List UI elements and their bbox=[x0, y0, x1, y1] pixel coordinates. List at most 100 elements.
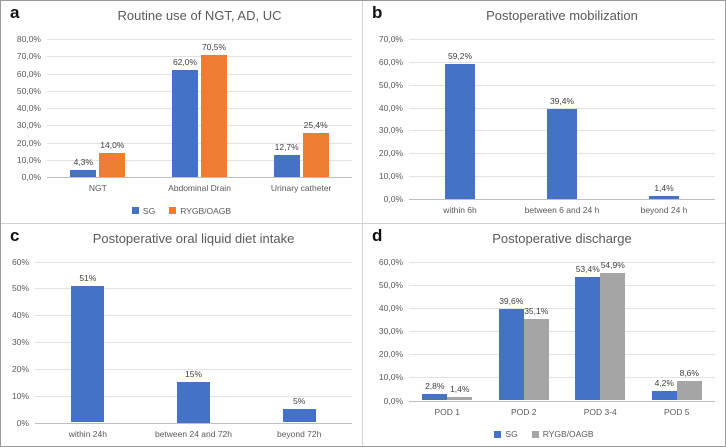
gridline bbox=[47, 39, 352, 40]
y-tick-label: 40,0% bbox=[16, 103, 41, 113]
legend-label: RYGB/OAGB bbox=[180, 205, 232, 216]
bar-value-label: 59,2% bbox=[447, 50, 473, 61]
bar-rygb-oagb-pod-2 bbox=[523, 319, 549, 401]
legend-swatch-sg bbox=[494, 430, 502, 438]
chart-title-c: Postoperative oral liquid diet intake bbox=[92, 230, 295, 246]
legend-label: SG bbox=[505, 429, 518, 439]
bar-value-label: 53,4% bbox=[575, 263, 600, 274]
y-tick-label: 50,0% bbox=[378, 279, 403, 290]
gridline bbox=[35, 342, 352, 343]
gridline bbox=[409, 107, 715, 109]
legend-label: RYGB/OAGB bbox=[542, 429, 594, 439]
bar-value-label: 4,3% bbox=[73, 156, 94, 167]
gridline bbox=[409, 261, 715, 263]
y-tick-label: 0% bbox=[16, 417, 29, 428]
legend-swatch-rygb-oagb bbox=[169, 207, 177, 214]
y-tick-label: 0,0% bbox=[21, 172, 41, 182]
bar-sg-within-6h bbox=[445, 63, 475, 199]
x-axis-line bbox=[47, 177, 352, 178]
x-axis-label-between-6-and-24-h: between 6 and 24 h bbox=[524, 205, 600, 215]
y-tick-label: 80,0% bbox=[16, 34, 41, 44]
x-axis-label-ngt: NGT bbox=[88, 183, 107, 193]
y-tick-label: 70,0% bbox=[16, 51, 41, 62]
legend-item-rygb-oagb: RYGB/OAGB bbox=[531, 429, 594, 439]
bar-rygb-oagb-urinary-catheter bbox=[302, 133, 329, 177]
y-tick-label: 40% bbox=[11, 310, 29, 321]
chart-legend-d: SG RYGB/OAGB bbox=[363, 428, 725, 440]
bar-rygb-oagb-pod-5 bbox=[676, 380, 702, 401]
chart-plot-b: 0,0% 10,0% 20,0% 30,0% 40,0% 50,0% 60,0% 70,0% w… bbox=[363, 27, 725, 221]
bar-value-label: 54,9% bbox=[600, 260, 625, 271]
bar-rygb-oagb-ngt bbox=[99, 152, 126, 177]
bar-sg-pod-2 bbox=[498, 308, 524, 401]
gridline bbox=[409, 61, 715, 63]
y-tick-label: 0,0% bbox=[383, 395, 403, 406]
panel-letter-d: d bbox=[372, 225, 383, 245]
gridline bbox=[47, 108, 352, 109]
y-tick-label: 30,0% bbox=[16, 120, 41, 131]
x-axis-label-urinary-catheter: Urinary catheter bbox=[270, 183, 332, 193]
bar-sg-urinary-catheter bbox=[273, 155, 300, 177]
x-axis-line bbox=[409, 199, 715, 200]
gridline bbox=[35, 261, 352, 263]
bar-sg-between-6-and-24-h bbox=[547, 108, 577, 199]
y-tick-label: 50% bbox=[11, 283, 29, 294]
chart-plot-d: 0,0% 10,0% 20,0% 30,0% 40,0% 50,0% 60,0% POD 1 2… bbox=[363, 250, 725, 423]
bar-value-label: 2,8% bbox=[425, 381, 445, 391]
bar-sg-beyond-24-h bbox=[649, 195, 679, 199]
y-tick-label: 40,0% bbox=[378, 102, 403, 113]
gridline bbox=[35, 315, 352, 317]
x-axis-label-beyond-24-h: beyond 24 h bbox=[640, 205, 688, 215]
chart-title-b: Postoperative mobilization bbox=[486, 8, 638, 23]
bar-sg-abdominal-drain bbox=[172, 70, 198, 177]
x-axis-label-abdominal-drain: Abdominal Drain bbox=[168, 183, 231, 193]
panel-letter-c: c bbox=[10, 225, 20, 245]
x-axis-label-within-24h: within 24h bbox=[68, 428, 107, 439]
x-axis-line bbox=[409, 400, 715, 402]
y-tick-label: 10,0% bbox=[378, 171, 403, 182]
gridline bbox=[409, 377, 715, 379]
y-tick-label: 50,0% bbox=[16, 85, 41, 96]
bar-sg-pod-1 bbox=[422, 394, 448, 401]
y-tick-label: 20,0% bbox=[378, 349, 403, 360]
legend-swatch-rygb-oagb bbox=[531, 430, 539, 438]
y-tick-label: 20,0% bbox=[16, 137, 41, 148]
y-tick-label: 70,0% bbox=[378, 34, 403, 44]
bar-value-label: 15% bbox=[184, 369, 203, 380]
bar-sg-ngt bbox=[70, 169, 97, 177]
bar-value-label: 70,5% bbox=[201, 42, 227, 53]
y-tick-label: 10,0% bbox=[16, 154, 41, 165]
x-axis-line bbox=[35, 422, 352, 424]
bar-value-label: 39,4% bbox=[549, 95, 575, 106]
bar-rygb-oagb-pod-3-4 bbox=[600, 273, 626, 401]
gridline bbox=[35, 288, 352, 290]
y-tick-label: 20% bbox=[11, 363, 29, 374]
y-tick-label: 10% bbox=[11, 390, 29, 401]
y-tick-label: 60,0% bbox=[378, 56, 403, 67]
gridline bbox=[47, 73, 352, 75]
x-axis-label-pod-3-4: POD 3-4 bbox=[583, 406, 617, 417]
panel-letter-b: b bbox=[372, 3, 383, 22]
gridline bbox=[47, 142, 352, 144]
gridline bbox=[47, 159, 352, 161]
gridline bbox=[35, 368, 352, 370]
y-tick-label: 40,0% bbox=[378, 302, 403, 313]
legend-item-sg: SG bbox=[131, 206, 155, 216]
bar-value-label: 25,4% bbox=[303, 120, 328, 131]
panel-letter-a: a bbox=[10, 3, 20, 22]
bar-value-label: 62,0% bbox=[172, 57, 198, 68]
y-tick-label: 30,0% bbox=[378, 125, 403, 136]
legend-swatch-sg bbox=[131, 207, 139, 214]
y-tick-label: 60% bbox=[11, 256, 29, 267]
legend-item-sg: SG bbox=[494, 429, 518, 439]
bar-sg-beyond-72h bbox=[282, 409, 316, 423]
gridline bbox=[409, 354, 715, 356]
bar-value-label: 12,7% bbox=[274, 142, 299, 153]
bar-value-label: 8,6% bbox=[679, 367, 699, 378]
gridline bbox=[409, 284, 715, 286]
y-tick-label: 30% bbox=[11, 337, 29, 347]
bar-sg-within-24h bbox=[71, 285, 105, 423]
chart-title-d: Postoperative discharge bbox=[492, 230, 632, 246]
bar-sg-pod-3-4 bbox=[575, 276, 601, 401]
